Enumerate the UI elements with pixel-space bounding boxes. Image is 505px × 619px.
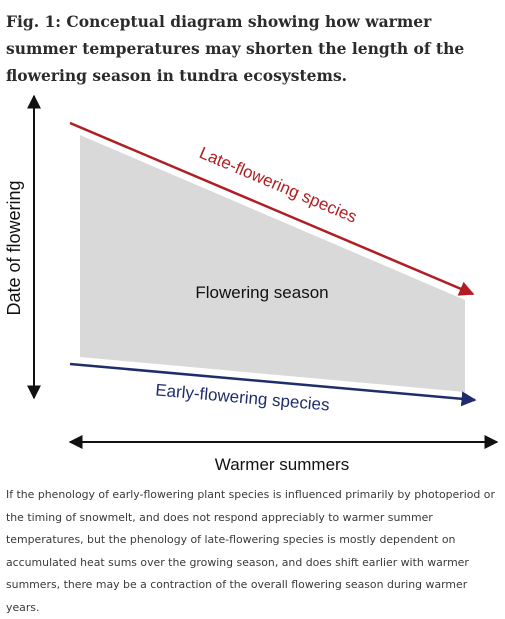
- flowering-season-diagram: Date of flowering Warmer summers Floweri…: [4, 94, 499, 474]
- flowering-season-label: Flowering season: [195, 283, 328, 302]
- late-flowering-line: [69, 121, 475, 296]
- figure-title: Fig. 1: Conceptual diagram showing how w…: [6, 12, 465, 85]
- x-axis-label: Warmer summers: [215, 455, 349, 474]
- figure-page: Fig. 1: Conceptual diagram showing how w…: [4, 12, 499, 614]
- early-flowering-line: [69, 362, 477, 407]
- flowering-season-region: [80, 135, 465, 392]
- figure-caption: If the phenology of early-flowering plan…: [6, 488, 495, 614]
- y-axis-label: Date of flowering: [4, 180, 24, 315]
